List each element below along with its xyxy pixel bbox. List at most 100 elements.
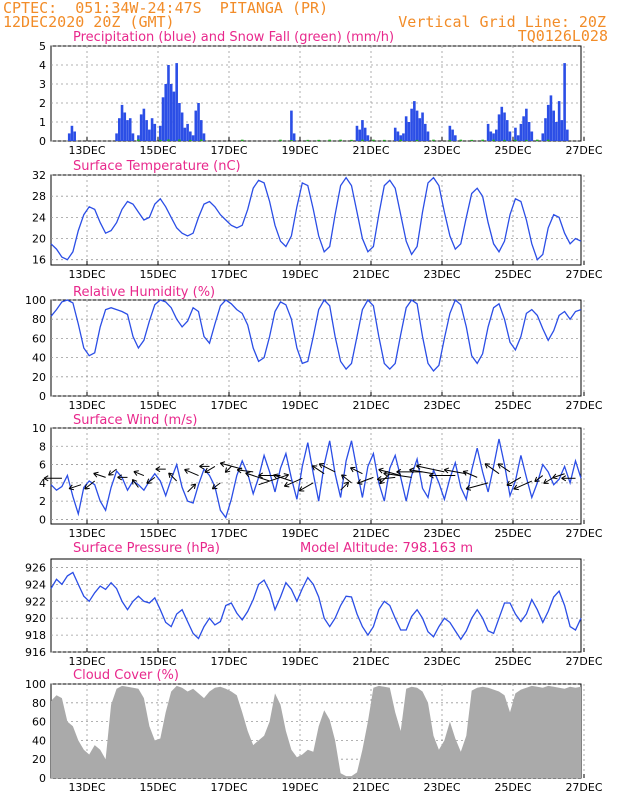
snow-bar	[415, 139, 419, 141]
precip-bar	[448, 125, 452, 141]
precip-bar	[486, 123, 490, 141]
wind-vector	[552, 473, 565, 479]
precip-bar	[399, 135, 402, 141]
temperature-xtick-label: 19DEC	[281, 268, 318, 281]
precip-bar	[514, 127, 517, 141]
pressure-xtick-label: 13DEC	[68, 655, 105, 668]
precip-bar	[516, 135, 520, 141]
snow-bar	[448, 139, 452, 141]
pressure-ytick-label: 926	[25, 561, 46, 574]
precip-bar	[191, 135, 195, 141]
precipitation-xtick-label: 19DEC	[281, 144, 318, 157]
precip-bar	[396, 131, 400, 141]
snow-bar	[470, 139, 474, 141]
wind-vector	[258, 474, 289, 486]
wind-arrowhead	[534, 476, 540, 483]
wind-vector	[444, 469, 467, 475]
precip-bar	[505, 120, 509, 141]
precip-bar	[366, 135, 370, 141]
precip-bar	[120, 104, 124, 141]
wind-arrowhead	[416, 463, 422, 470]
precip-bar	[123, 112, 127, 141]
humidity-xtick-label: 15DEC	[139, 399, 176, 412]
temperature-ytick-label: 16	[32, 254, 46, 267]
wind-arrowhead	[146, 478, 152, 484]
humidity-line	[50, 298, 582, 373]
wind-arrowhead	[341, 474, 347, 480]
precip-bar	[290, 110, 293, 141]
precip-bar	[148, 129, 151, 141]
precip-bar	[500, 106, 504, 141]
snow-bar	[240, 139, 244, 141]
humidity-xtick-label: 21DEC	[352, 399, 389, 412]
precip-bar	[552, 110, 555, 141]
precip-bar	[202, 133, 206, 141]
humidity-xtick-label: 23DEC	[423, 399, 460, 412]
precip-bar	[153, 123, 157, 141]
wind-arrowhead	[204, 467, 210, 473]
precip-bar	[197, 103, 200, 141]
wind-arrowhead	[184, 468, 190, 474]
model-altitude: Model Altitude: 798.163 m	[300, 541, 473, 556]
wind-vector	[416, 465, 445, 473]
cloud-ytick-label: 20	[32, 753, 46, 766]
precip-bar	[186, 123, 189, 141]
wind-arrowhead	[219, 461, 226, 468]
pressure-ytick-label: 916	[25, 646, 46, 659]
temperature-ytick-label: 32	[32, 169, 46, 182]
precip-bar	[525, 108, 528, 141]
cloud-xtick-label: 15DEC	[139, 781, 176, 794]
precip-bar	[492, 133, 495, 141]
wind-arrowhead	[43, 475, 49, 482]
pressure-ytick-label: 924	[25, 578, 46, 591]
header-grid-note: Vertical Grid Line: 20Z	[398, 13, 606, 31]
precip-bar	[426, 131, 430, 141]
precip-bar	[117, 118, 121, 141]
precip-bar	[541, 133, 545, 141]
cloud-xtick-label: 23DEC	[423, 781, 460, 794]
snow-bar	[158, 139, 162, 141]
precip-bar	[363, 127, 367, 141]
wind-vector	[409, 469, 434, 475]
temperature-ytick-label: 24	[32, 211, 46, 224]
humidity-xtick-label: 27DEC	[565, 399, 602, 412]
snow-bar	[339, 139, 342, 141]
wind-arrowhead	[383, 470, 389, 477]
precip-bar	[70, 125, 74, 141]
wind-vector	[237, 469, 254, 473]
wind-vector	[132, 479, 139, 488]
cloud-ytick-label: 80	[32, 697, 46, 710]
wind-frame	[50, 427, 582, 525]
precip-bar	[172, 91, 176, 141]
snow-bar	[514, 139, 517, 141]
wind-arrowhead	[224, 467, 231, 473]
wind-line	[50, 438, 582, 520]
precip-bar	[451, 129, 454, 141]
precip-bar	[489, 131, 493, 141]
precip-bar	[142, 108, 146, 141]
wind-vector	[273, 474, 292, 482]
header-code: TQ0126L028	[517, 27, 608, 45]
precipitation-xtick-label: 23DEC	[423, 144, 460, 157]
wind-arrowhead	[273, 473, 279, 480]
wind-vector	[484, 463, 500, 475]
wind-vector	[318, 463, 336, 473]
wind-vector	[350, 467, 363, 475]
wind-arrowhead	[236, 467, 242, 474]
wind-vector	[534, 475, 544, 482]
precip-bar	[131, 133, 135, 141]
precipitation-xtick-label: 27DEC	[565, 144, 602, 157]
wind-vector	[311, 465, 325, 475]
precip-bar	[189, 131, 192, 141]
wind-vector	[383, 472, 412, 478]
precip-bar	[410, 108, 413, 141]
wind-xtick-label: 27DEC	[565, 527, 602, 540]
pressure-xtick-label: 21DEC	[352, 655, 389, 668]
precip-bar	[137, 135, 140, 141]
wind-vector	[245, 472, 270, 482]
wind-vector	[146, 476, 156, 484]
wind-arrowhead	[133, 470, 139, 476]
wind-title: Surface Wind (m/s)	[73, 413, 197, 428]
precipitation-ytick-label: 4	[39, 59, 46, 72]
wind-arrowhead	[443, 467, 450, 474]
